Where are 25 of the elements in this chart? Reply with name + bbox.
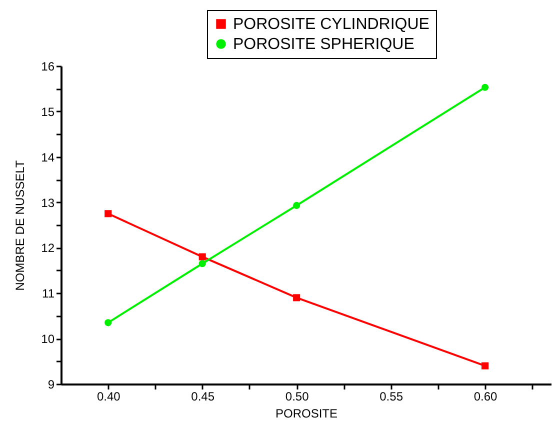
point — [293, 202, 300, 209]
y-axis-title: NOMBRE DE NUSSELT — [13, 160, 28, 291]
x-axis-title: POROSITE — [275, 406, 338, 420]
point — [293, 294, 300, 302]
y-tick-label: 9 — [48, 378, 55, 392]
point — [482, 362, 489, 370]
y-tick-label: 14 — [41, 150, 55, 164]
y-tick-label: 11 — [42, 286, 55, 301]
y-tick-label: 13 — [41, 196, 55, 210]
y-tick-label: 16 — [41, 60, 55, 74]
point — [198, 260, 206, 268]
y-tick-label: 12 — [41, 241, 55, 256]
x-tick-label: 0.45 — [191, 390, 215, 404]
point — [104, 210, 112, 218]
point — [198, 253, 206, 260]
point — [482, 84, 489, 91]
x-tick-label: 0.50 — [285, 390, 310, 404]
legend-label: POROSITE CYLINDRIQUE — [233, 16, 430, 33]
y-tick-label: 15 — [41, 104, 55, 119]
legend-label: POROSITE SPHERIQUE — [233, 36, 414, 53]
x-tick-label: 0.40 — [96, 390, 121, 404]
x-tick-label: 0.55 — [380, 390, 404, 404]
y-tick-label: 10 — [41, 332, 55, 346]
point — [104, 319, 112, 326]
x-tick-label: 0.60 — [474, 390, 498, 404]
